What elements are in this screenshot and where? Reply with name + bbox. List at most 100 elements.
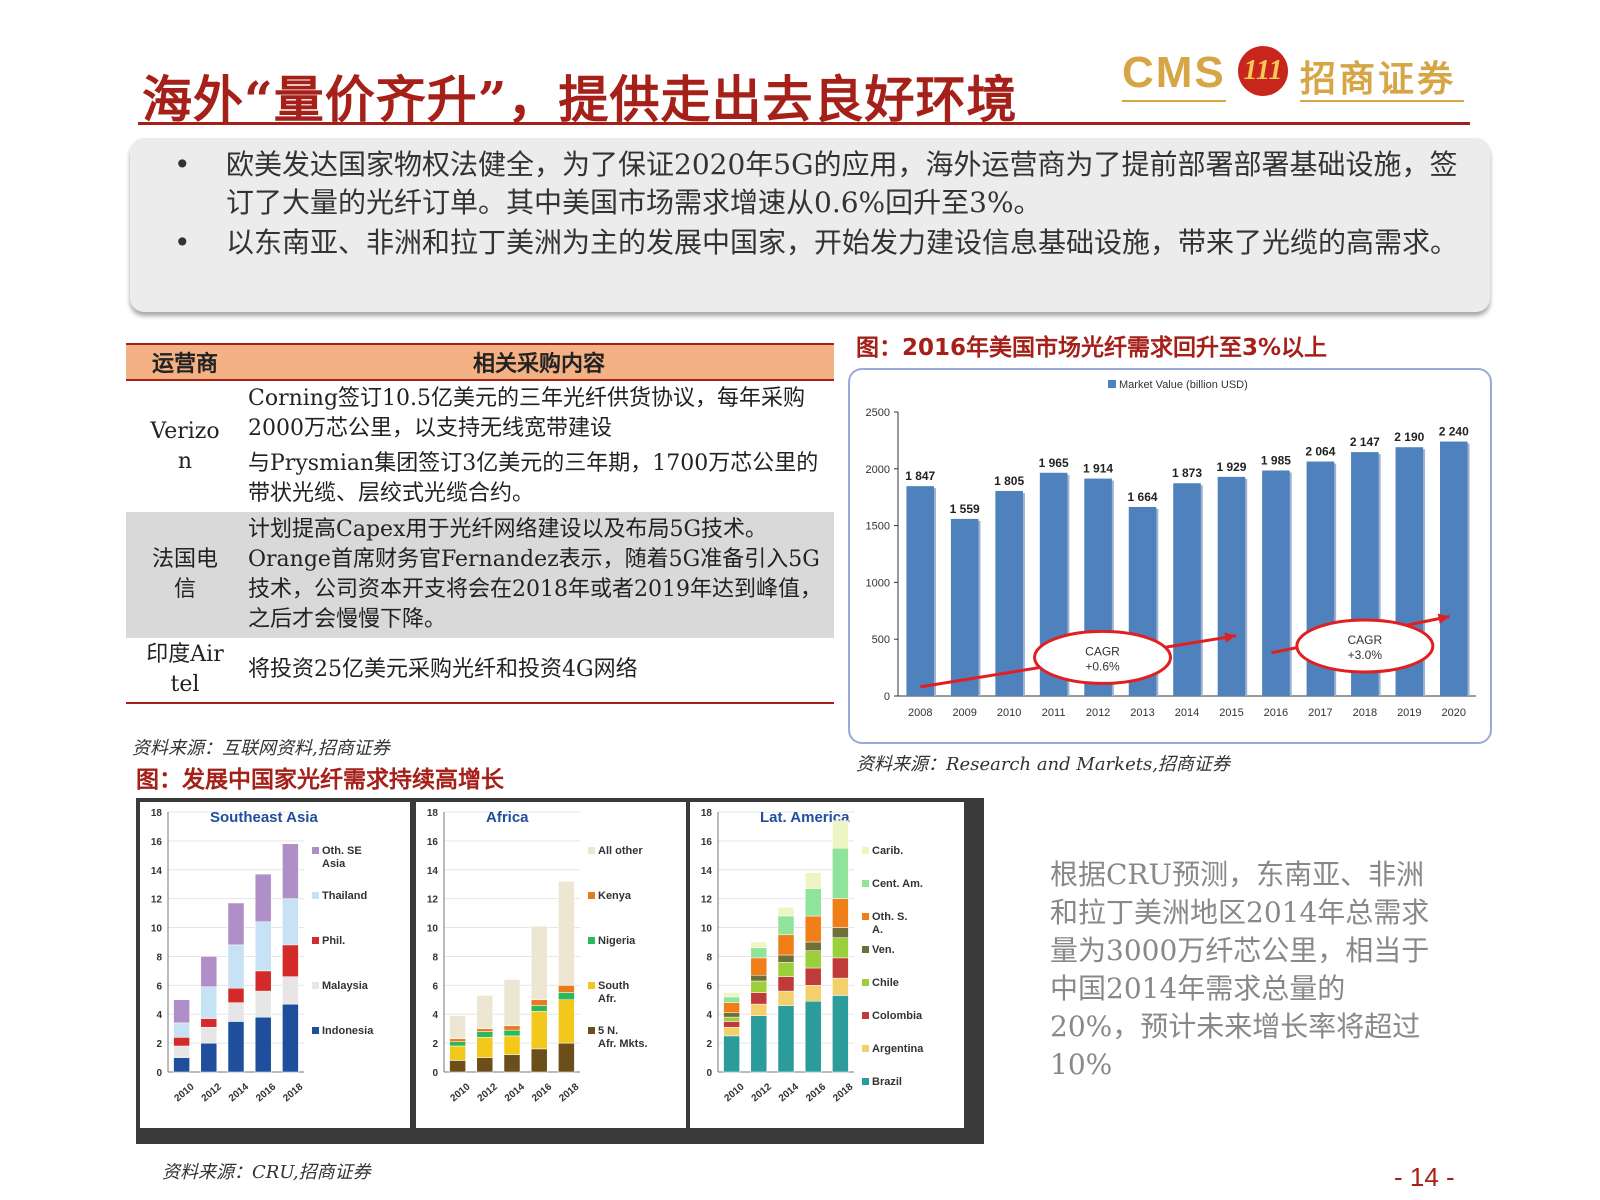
bar-segment [723,1021,740,1028]
x-tick-label: 2020 [1442,707,1466,719]
bullet-dot: • [174,226,191,259]
bar-segment [173,1037,190,1047]
bar-segment [530,925,548,1001]
bar-segment [832,927,849,938]
bar-segment [503,1025,521,1031]
y-tick-label: 10 [427,924,439,935]
bar-segment [723,1026,740,1037]
developing-figure-source: 资料来源：CRU,招商证券 [162,1162,371,1183]
logo-mark-icon: 111 [1238,46,1288,96]
bar-value-label: 1 873 [1172,466,1202,480]
bar-segment [503,1054,521,1073]
x-tick-label: 2012 [1086,707,1110,719]
bar-segment [723,1002,740,1014]
bar [1217,476,1246,696]
cagr-arrow-head [1224,632,1236,643]
cagr-arrow-head [1437,613,1450,624]
table-row: 法国电信 计划提高Capex用于光纤网络建设以及布局5G技术。Orange首席财… [126,512,834,638]
bar-segment [254,970,272,992]
bar-segment [750,974,768,982]
legend-label: All other [598,845,643,857]
bar-segment [282,976,299,1005]
legend-swatch [588,1027,595,1034]
legend-swatch [312,892,319,899]
bar-segment [200,1026,218,1044]
legend-swatch [862,979,869,986]
bar-segment [777,954,795,963]
us-market-chart-svg: Market Value (billion USD) 0 500 1000 1500 20… [866,379,1476,719]
chart-panel-bg [140,802,410,1128]
bar-segment [804,872,822,889]
bar-segment [254,990,272,1018]
bar [906,486,935,696]
bar-value-label: 1 985 [1261,454,1291,468]
bullet-text: 以东南亚、非洲和拉丁美洲为主的发展中国家，开始发力建设信息基础设施，带来了光缆的… [226,226,1459,259]
legend-label: South [598,980,629,992]
bar-segment [173,999,190,1024]
x-tick-label: 2016 [1264,707,1288,719]
x-tick-label: 2011 [1042,707,1066,719]
bar-segment [804,915,822,943]
chart-panel-bg [690,802,964,1128]
bar-value-label: 1 805 [994,474,1024,488]
bar-segment [804,950,822,969]
legend-label: Ven. [872,944,895,956]
bar [950,518,979,696]
chart-panel-bg [416,802,686,1128]
bar-segment [227,944,245,989]
bar-segment [200,956,218,988]
bar-value-label: 1 914 [1083,462,1113,476]
cagr-value: +0.6% [1085,659,1120,673]
y-tick-label: 18 [427,808,439,819]
operator-procurement-table: 运营商 相关采购内容 Verizon Corning签订10.5亿美元的三年光纤… [126,343,834,704]
bar-segment [282,944,299,977]
bar-value-label: 2 064 [1305,445,1335,459]
bar-value-label: 2 240 [1439,425,1469,439]
chart-title: Lat. America [760,809,850,826]
bar-segment [777,990,795,1006]
y-tick-label: 2500 [866,407,890,419]
content-cell: Corning签订10.5亿美元的三年光纤供货协议，每年采购2000万芯公里，以… [248,385,806,441]
legend-swatch [588,847,595,854]
legend-label: Carib. [872,845,903,857]
bar-segment [476,1028,494,1032]
bar-segment [254,873,272,923]
y-tick-label: 1500 [866,521,890,533]
bullet-dot: • [174,148,191,181]
bar [1173,483,1201,696]
bar-segment [282,1003,299,1073]
y-tick-label: 2 [706,1039,712,1050]
legend-label: Oth. SE [322,845,362,857]
legend-swatch [862,880,869,887]
bar [1439,441,1468,696]
x-tick-label: 2017 [1308,707,1332,719]
bar-segment [530,1005,548,1012]
cagr-label: CAGR [1085,644,1120,658]
y-tick-label: 0 [706,1068,712,1079]
y-tick-label: 4 [156,1010,162,1021]
logo-rule-left [1122,100,1226,102]
bar-segment [227,902,245,946]
x-tick-label: 2008 [908,707,932,719]
bar-segment [832,995,849,1073]
bar-segment [530,1011,548,1050]
y-tick-label: 10 [701,924,713,935]
page-number: - 14 - [1394,1162,1455,1192]
bar-segment [200,1018,218,1028]
y-tick-label: 8 [432,952,438,963]
developing-charts-panel: 0 2 4 6 8 10 12 14 16 18 Southeast Asia 2010 2012 201… [136,798,984,1144]
operator-cell: Verizon [150,418,220,474]
chart-title: Southeast Asia [210,809,318,826]
us-figure-source: 资料来源：Research and Markets,招商证券 [856,754,1230,775]
legend-label: Thailand [322,890,367,902]
bar-segment [282,843,299,899]
bar-segment [476,995,494,1029]
bar [1262,470,1290,696]
bar-segment [282,898,299,946]
bar-segment [449,1038,466,1042]
x-tick-label: 2015 [1219,707,1243,719]
bar-segment [200,986,218,1019]
bar-segment [530,1048,548,1073]
bar-segment [558,999,575,1044]
